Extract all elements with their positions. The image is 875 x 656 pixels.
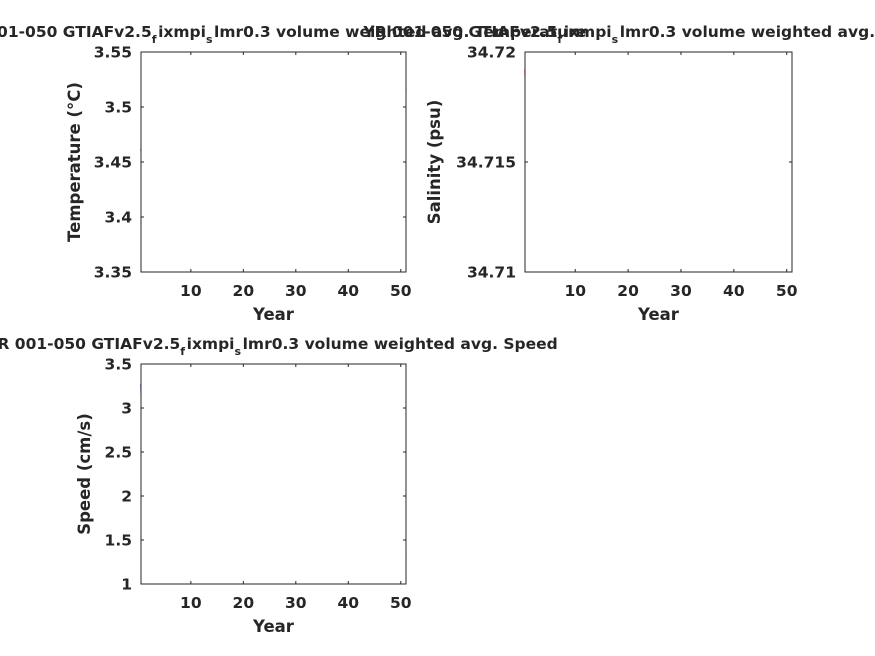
y-tick-label: 3.45 xyxy=(94,154,132,172)
x-tick-label: 30 xyxy=(670,282,692,300)
chart-3: 10 20 30 40 50 1 1.5 2 2.5 3 3.5 Year Speed (cm/s) YR… xyxy=(0,335,558,636)
y-tick-label: 3.5 xyxy=(105,356,132,374)
y-tick-label: 1 xyxy=(121,576,132,594)
x-tick-label: 40 xyxy=(723,282,745,300)
y-tick-label: 1.5 xyxy=(105,532,132,550)
x-axis-label: Year xyxy=(637,305,680,324)
y-axis-label: Speed (cm/s) xyxy=(75,413,94,535)
y-tick-label: 3.5 xyxy=(105,99,132,117)
y-tick-label: 34.715 xyxy=(456,154,516,172)
x-tick-label: 20 xyxy=(233,282,255,300)
x-tick-label: 40 xyxy=(337,282,359,300)
axes-box xyxy=(140,363,407,585)
x-axis-label: Year xyxy=(252,617,295,636)
x-tick-label: 20 xyxy=(617,282,639,300)
y-tick-label: 3.4 xyxy=(105,209,133,227)
y-tick-label: 34.71 xyxy=(467,264,516,282)
x-tick-label: 10 xyxy=(564,282,586,300)
y-tick-label: 2 xyxy=(121,488,132,506)
x-tick-label: 10 xyxy=(180,282,202,300)
x-tick-label: 50 xyxy=(390,594,412,612)
x-tick-label: 50 xyxy=(776,282,798,300)
x-tick-label: 30 xyxy=(285,282,307,300)
y-tick-label: 3 xyxy=(121,400,132,418)
y-tick-label: 3.35 xyxy=(94,264,132,282)
chart-title: YR 001-050 GTIAFv2.5f ixmpis lmr0.3 volu… xyxy=(0,23,586,46)
chart-title: YR 001-050 GTIAFv2.5f ixmpis lmr0.3 volu… xyxy=(362,23,875,46)
x-tick-label: 50 xyxy=(390,282,412,300)
x-tick-label: 20 xyxy=(233,594,255,612)
chart-title: YR 001-050 GTIAFv2.5f ixmpis lmr0.3 volu… xyxy=(0,335,558,358)
y-axis-label: Temperature (°C) xyxy=(65,82,84,242)
x-tick-label: 10 xyxy=(180,594,202,612)
axes-box xyxy=(524,51,793,273)
x-tick-label: 40 xyxy=(337,594,359,612)
y-tick-label: 3.55 xyxy=(94,44,132,62)
chart-2: 10 20 30 40 50 34.71 34.715 34.72 Year Salinity (… xyxy=(362,23,875,324)
chart-1: 10 20 30 40 50 3.35 3.4 3.45 3.5 3.55 Year Temperat… xyxy=(0,23,586,324)
x-tick-label: 30 xyxy=(285,594,307,612)
y-tick-label: 2.5 xyxy=(105,444,132,462)
x-axis-label: Year xyxy=(252,305,295,324)
y-axis-label: Salinity (psu) xyxy=(425,100,444,225)
axes-box xyxy=(140,51,407,273)
y-tick-label: 34.72 xyxy=(467,44,516,62)
